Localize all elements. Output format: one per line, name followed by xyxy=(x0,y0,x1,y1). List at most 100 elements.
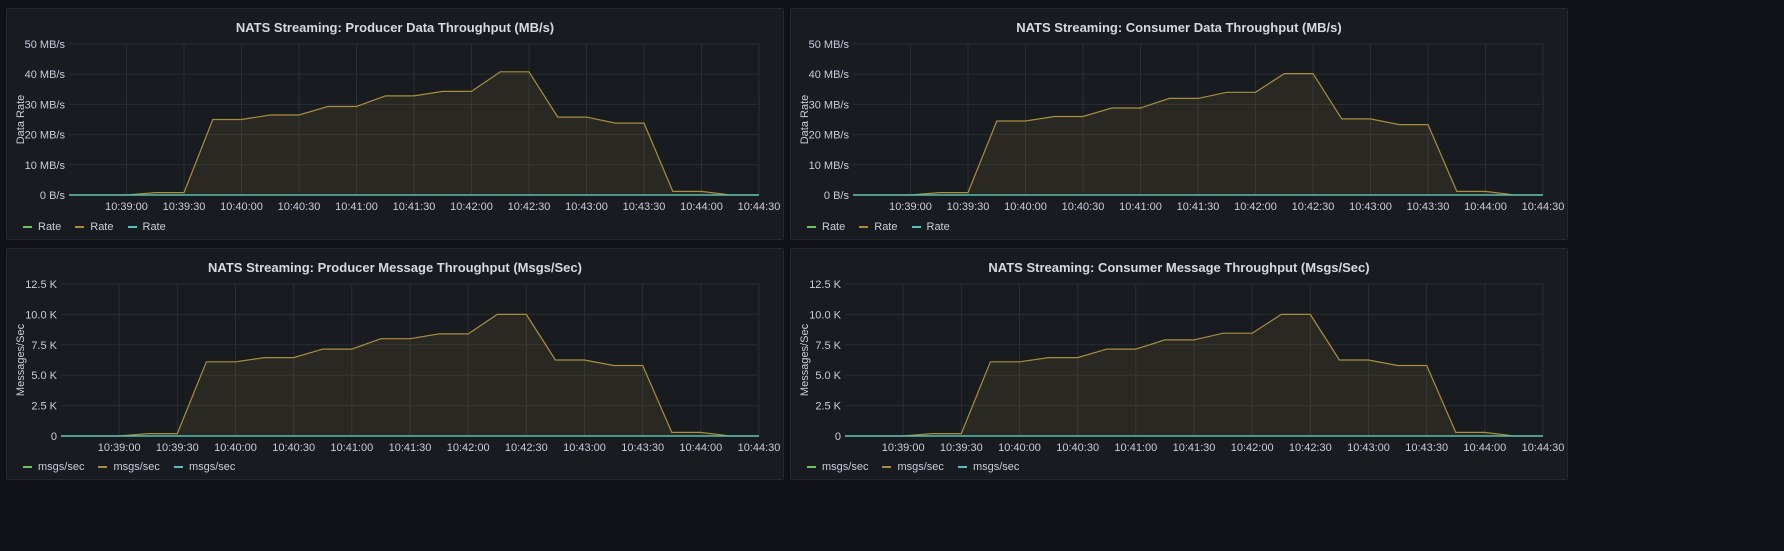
y-tick-label: 50 MB/s xyxy=(809,39,850,51)
y-tick-label: 20 MB/s xyxy=(809,130,850,142)
y-tick-label: 10.0 K xyxy=(809,309,841,321)
y-tick-label: 0 B/s xyxy=(40,190,66,202)
legend-item-series-1[interactable]: msgs/sec xyxy=(23,461,84,473)
x-tick-label: 10:41:30 xyxy=(393,201,436,213)
x-tick-label: 10:40:30 xyxy=(278,201,321,213)
x-tick-label: 10:41:00 xyxy=(330,442,373,454)
legend-item-series-2[interactable]: Rate xyxy=(75,221,113,233)
x-tick-label: 10:43:30 xyxy=(1405,442,1448,454)
legend-label: Rate xyxy=(38,221,61,233)
x-tick-label: 10:40:30 xyxy=(272,442,315,454)
y-tick-label: 10.0 K xyxy=(25,309,57,321)
legend-item-series-3[interactable]: msgs/sec xyxy=(958,461,1019,473)
legend-item-series-1[interactable]: msgs/sec xyxy=(807,461,868,473)
y-tick-label: 40 MB/s xyxy=(809,69,850,81)
x-tick-label: 10:42:30 xyxy=(508,201,551,213)
chart-consumer-data-throughput: 0 B/s 10 MB/s 20 MB/s 30 MB/s 40 MB/s 50 MB/s… xyxy=(791,9,1569,241)
legend-label: msgs/sec xyxy=(38,461,84,473)
y-tick-label: 12.5 K xyxy=(809,279,841,291)
legend-item-series-1[interactable]: Rate xyxy=(807,221,845,233)
x-tick-label: 10:42:00 xyxy=(450,201,493,213)
x-tick-label: 10:44:00 xyxy=(1463,442,1506,454)
y-tick-label: 12.5 K xyxy=(25,279,57,291)
legend-swatch xyxy=(98,466,107,468)
x-tick-label: 10:40:00 xyxy=(220,201,263,213)
x-tick-label: 10:39:00 xyxy=(882,442,925,454)
x-tick-label: 10:42:00 xyxy=(1231,442,1274,454)
y-tick-label: 10 MB/s xyxy=(809,160,850,172)
legend-swatch xyxy=(882,466,891,468)
x-tick-label: 10:40:30 xyxy=(1062,201,1105,213)
legend-item-series-2[interactable]: Rate xyxy=(859,221,897,233)
x-tick-label: 10:39:30 xyxy=(156,442,199,454)
legend-label: msgs/sec xyxy=(897,461,943,473)
chart-producer-message-throughput: 0 2.5 K 5.0 K 7.5 K 10.0 K 12.5 K 10:39:00 10:3… xyxy=(7,249,785,481)
y-tick-label: 7.5 K xyxy=(815,340,841,352)
legend-swatch xyxy=(958,466,967,468)
panel-producer-message-throughput: NATS Streaming: Producer Message Through… xyxy=(6,248,784,480)
x-tick-label: 10:41:00 xyxy=(1114,442,1157,454)
panel-consumer-message-throughput: NATS Streaming: Consumer Message Through… xyxy=(790,248,1568,480)
y-axis-label: Messages/Sec xyxy=(799,323,811,396)
legend-item-series-2[interactable]: msgs/sec xyxy=(882,461,943,473)
legend-item-series-2[interactable]: msgs/sec xyxy=(98,461,159,473)
legend-item-series-3[interactable]: msgs/sec xyxy=(174,461,235,473)
legend-swatch xyxy=(807,466,816,468)
x-tick-label: 10:41:00 xyxy=(335,201,378,213)
x-tick-label: 10:41:30 xyxy=(1177,201,1220,213)
x-tick-label: 10:44:00 xyxy=(1464,201,1507,213)
legend-label: msgs/sec xyxy=(973,461,1019,473)
x-tick-label: 10:40:30 xyxy=(1056,442,1099,454)
y-tick-label: 7.5 K xyxy=(31,340,57,352)
y-axis-label: Data Rate xyxy=(15,95,27,145)
x-tick-label: 10:40:00 xyxy=(214,442,257,454)
x-tick-label: 10:43:30 xyxy=(1407,201,1450,213)
legend-item-series-1[interactable]: Rate xyxy=(23,221,61,233)
legend-swatch xyxy=(807,226,816,228)
x-tick-label: 10:43:00 xyxy=(563,442,606,454)
x-tick-label: 10:39:00 xyxy=(889,201,932,213)
legend-label: Rate xyxy=(822,221,845,233)
x-tick-label: 10:42:00 xyxy=(1234,201,1277,213)
y-axis-label: Data Rate xyxy=(799,95,811,145)
legend: msgs/sec msgs/sec msgs/sec xyxy=(807,461,1019,473)
y-tick-label: 5.0 K xyxy=(31,370,57,382)
chart-producer-data-throughput: 0 B/s 10 MB/s 20 MB/s 30 MB/s 40 MB/s 50 MB/s… xyxy=(7,9,785,241)
panel-consumer-data-throughput: NATS Streaming: Consumer Data Throughput… xyxy=(790,8,1568,240)
x-tick-label: 10:43:00 xyxy=(1347,442,1390,454)
y-tick-label: 10 MB/s xyxy=(25,160,66,172)
legend-swatch xyxy=(23,226,32,228)
x-tick-label: 10:40:00 xyxy=(998,442,1041,454)
x-tick-label: 10:44:00 xyxy=(679,442,722,454)
x-tick-label: 10:42:30 xyxy=(1289,442,1332,454)
y-tick-label: 0 B/s xyxy=(824,190,850,202)
x-tick-label: 10:40:00 xyxy=(1004,201,1047,213)
legend-label: Rate xyxy=(90,221,113,233)
x-tick-label: 10:42:30 xyxy=(505,442,548,454)
legend-label: msgs/sec xyxy=(113,461,159,473)
x-tick-label: 10:39:30 xyxy=(947,201,990,213)
legend-item-series-3[interactable]: Rate xyxy=(128,221,166,233)
chart-consumer-message-throughput: 0 2.5 K 5.0 K 7.5 K 10.0 K 12.5 K 10:39:00 10:3… xyxy=(791,249,1569,481)
x-tick-label: 10:43:30 xyxy=(623,201,666,213)
x-tick-label: 10:41:00 xyxy=(1119,201,1162,213)
x-tick-label: 10:43:00 xyxy=(565,201,608,213)
y-tick-label: 30 MB/s xyxy=(809,99,850,111)
x-tick-label: 10:44:30 xyxy=(738,442,781,454)
y-tick-label: 40 MB/s xyxy=(25,69,66,81)
x-tick-label: 10:39:30 xyxy=(940,442,983,454)
legend-swatch xyxy=(128,226,137,228)
legend-label: Rate xyxy=(143,221,166,233)
y-tick-label: 2.5 K xyxy=(815,401,841,413)
x-tick-label: 10:41:30 xyxy=(1173,442,1216,454)
y-tick-label: 5.0 K xyxy=(815,370,841,382)
legend: Rate Rate Rate xyxy=(23,221,166,233)
legend-item-series-3[interactable]: Rate xyxy=(912,221,950,233)
panel-producer-data-throughput: NATS Streaming: Producer Data Throughput… xyxy=(6,8,784,240)
x-tick-label: 10:44:30 xyxy=(1522,442,1565,454)
x-tick-label: 10:39:00 xyxy=(98,442,141,454)
y-tick-label: 30 MB/s xyxy=(25,99,66,111)
legend-swatch xyxy=(912,226,921,228)
legend-swatch xyxy=(75,226,84,228)
y-tick-label: 50 MB/s xyxy=(25,39,66,51)
